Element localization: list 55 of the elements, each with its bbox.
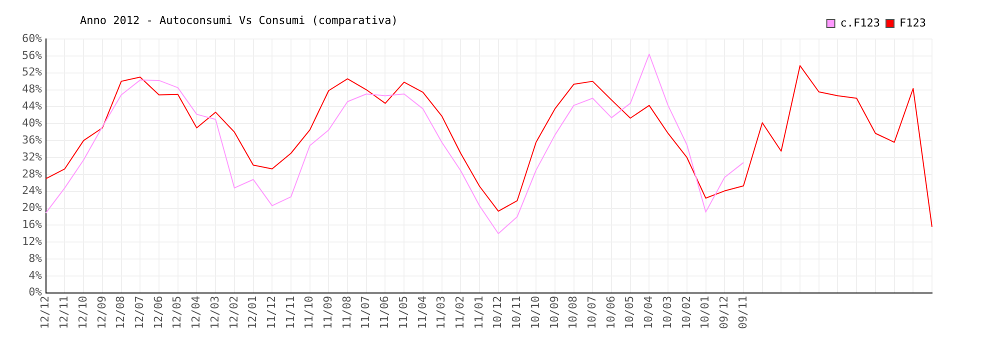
x-tick-label: 12/04: [190, 296, 203, 330]
x-tick-label: 12/02: [227, 296, 240, 330]
legend-label: F123: [900, 16, 926, 30]
y-tick-label: 8%: [28, 252, 42, 265]
x-tick-label: 10/03: [660, 296, 674, 330]
x-tick-label: 10/11: [510, 296, 524, 330]
y-tick-label: 52%: [22, 66, 42, 79]
y-tick-label: 32%: [22, 150, 42, 164]
x-tick-label: 10/05: [623, 296, 636, 330]
x-tick-label: 11/12: [264, 296, 278, 330]
x-tick-label: 12/01: [246, 296, 260, 330]
y-tick-label: 56%: [22, 48, 42, 62]
x-tick-label: 11/09: [322, 296, 335, 330]
x-tick-label: 10/08: [566, 296, 580, 330]
y-tick-label: 40%: [22, 116, 42, 130]
x-tick-label: 11/03: [434, 296, 448, 330]
x-tick-label: 12/10: [76, 296, 90, 330]
x-tick-label: 09/12: [717, 296, 730, 330]
x-tick-label: 11/04: [416, 296, 429, 330]
y-tick-label: 16%: [22, 218, 42, 232]
y-tick-label: 36%: [22, 133, 42, 146]
x-tick-label: 11/05: [396, 296, 410, 330]
x-tick-label: 10/02: [680, 296, 693, 330]
y-tick-label: 20%: [22, 201, 42, 214]
x-tick-label: 10/06: [604, 296, 618, 330]
x-tick-label: 12/08: [114, 296, 128, 330]
x-tick-label: 12/07: [132, 296, 146, 330]
y-tick-label: 28%: [22, 167, 42, 180]
x-tick-label: 10/12: [491, 296, 504, 330]
x-tick-label: 12/09: [95, 296, 108, 330]
x-tick-label: 11/07: [359, 296, 372, 330]
x-tick-label: 11/11: [284, 296, 297, 330]
y-tick-label: 48%: [22, 82, 42, 96]
legend-label: c.F123: [840, 16, 880, 30]
y-tick-label: 24%: [22, 184, 42, 198]
x-tick-label: 11/08: [340, 296, 354, 330]
x-tick-label: 12/11: [58, 296, 71, 330]
x-tick-label: 10/07: [585, 296, 598, 330]
x-tick-label: 09/11: [736, 296, 750, 330]
x-tick-label: 11/02: [454, 296, 467, 330]
x-tick-label: 12/06: [152, 296, 165, 330]
y-tick-label: 12%: [22, 234, 42, 248]
y-tick-label: 60%: [22, 32, 42, 45]
x-tick-label: 11/06: [378, 296, 392, 330]
x-tick-label: 10/10: [528, 296, 542, 330]
x-tick-label: 10/01: [698, 296, 712, 330]
x-tick-label: 11/10: [302, 296, 316, 330]
y-tick-label: 44%: [22, 100, 42, 113]
x-tick-label: 11/01: [472, 296, 486, 330]
x-tick-label: 12/03: [208, 296, 222, 330]
y-tick-label: 4%: [28, 268, 42, 282]
x-tick-label: 10/09: [548, 296, 561, 330]
x-tick-label: 10/04: [642, 296, 656, 330]
x-tick-label: 12/05: [170, 296, 184, 330]
chart-title: Anno 2012 - Autoconsumi Vs Consumi (comparativa): [80, 14, 398, 27]
